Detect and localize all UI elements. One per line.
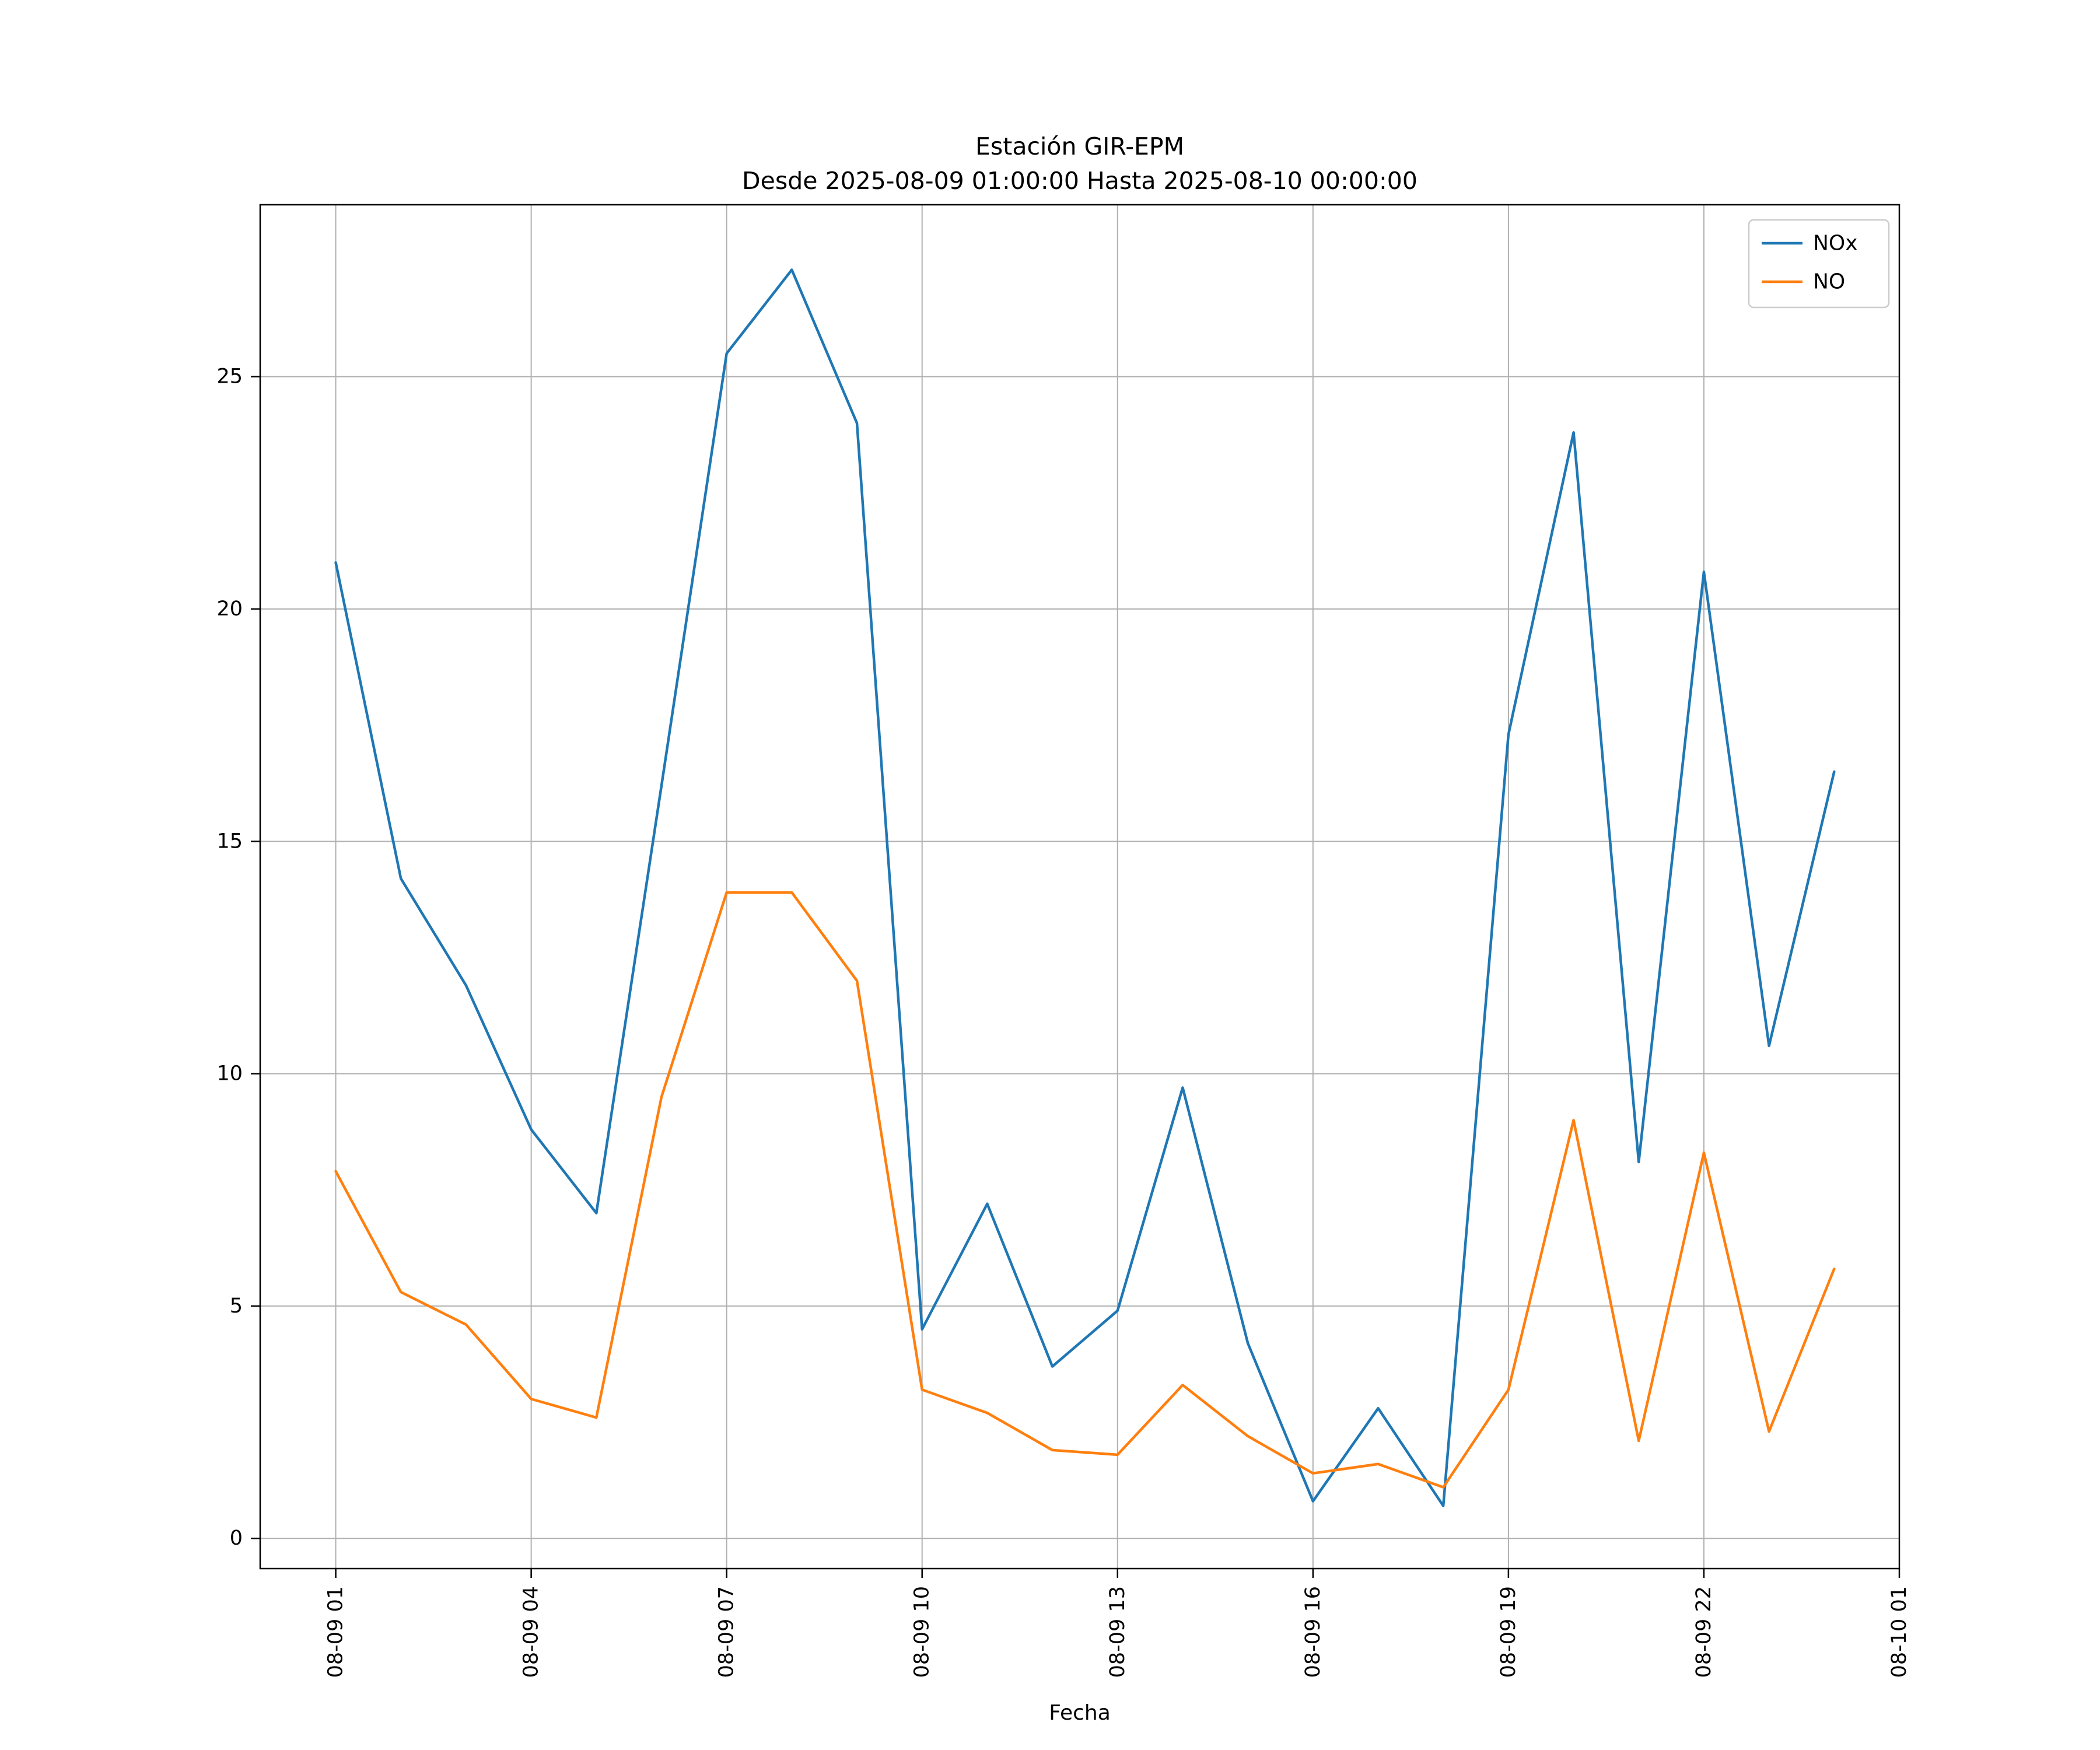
series-line-no (334, 891, 1836, 1489)
legend-label-nox: NOx (1813, 232, 1858, 256)
x-tick-label: 08-09 16 (1301, 1586, 1325, 1678)
x-tick-label: 08-09 19 (1497, 1586, 1520, 1678)
x-tick-label: 08-09 04 (520, 1586, 543, 1678)
x-tick-label: 08-09 01 (324, 1586, 348, 1678)
chart-subtitle: Desde 2025-08-09 01:00:00 Hasta 2025-08-… (742, 167, 1418, 195)
x-tick-label: 08-09 07 (715, 1586, 738, 1678)
y-tick-label: 5 (230, 1294, 243, 1318)
y-tick-label: 15 (216, 830, 243, 853)
chart-title: Estación GIR-EPM (975, 132, 1184, 160)
y-tick-label: 25 (216, 365, 243, 388)
x-axis-label: Fecha (1049, 1701, 1111, 1725)
x-tick-label: 08-09 10 (911, 1586, 934, 1678)
chart-title-block: Estación GIR-EPM Desde 2025-08-09 01:00:… (260, 130, 1899, 199)
x-tick-label: 08-10 01 (1888, 1586, 1911, 1678)
x-tick-label: 08-09 22 (1692, 1586, 1716, 1678)
y-tick-label: 10 (216, 1062, 243, 1086)
plot-frame (259, 204, 1901, 1570)
series-line-nox (334, 268, 1836, 1507)
y-tick-label: 0 (230, 1527, 243, 1550)
y-tick-label: 20 (216, 597, 243, 621)
legend-label-no: NO (1813, 270, 1845, 294)
legend-box (1748, 219, 1890, 309)
x-tick-label: 08-09 13 (1106, 1586, 1129, 1678)
